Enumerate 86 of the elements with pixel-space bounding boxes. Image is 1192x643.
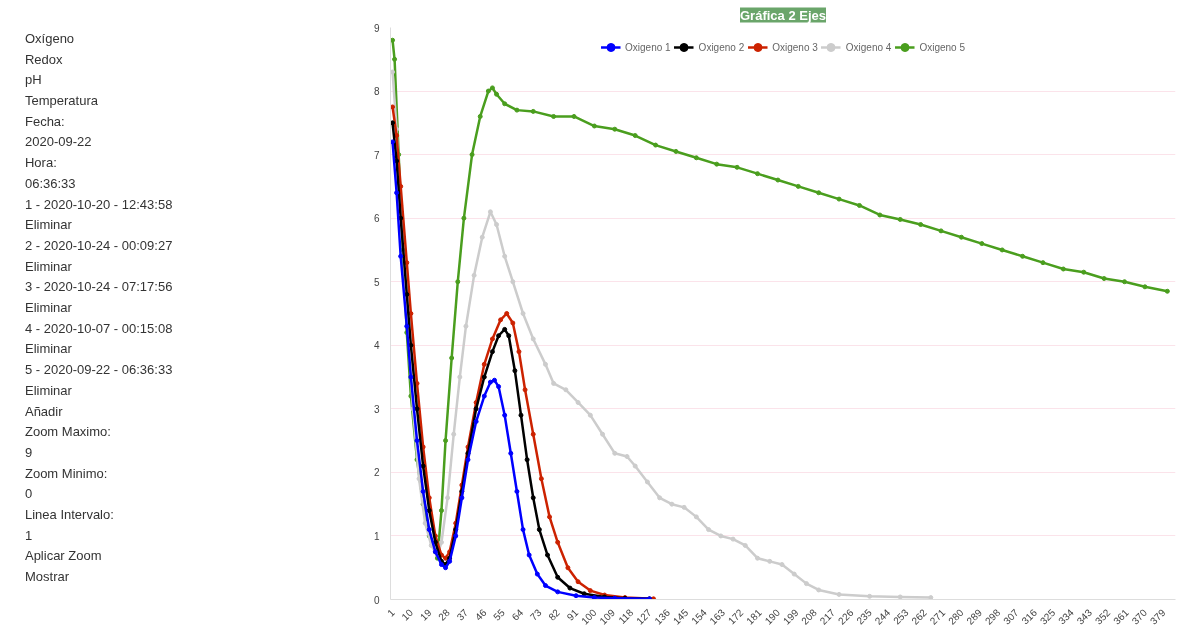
text: Redox (24, 51, 64, 67)
y-tick-label: 0 (373, 594, 380, 606)
x-tick-label: 352 (1092, 606, 1113, 627)
y-tick-label: 4 (373, 340, 380, 352)
x-tick-label: 370 (1129, 606, 1150, 627)
x-tick-label: 262 (909, 606, 930, 627)
y-tick-label: 7 (373, 149, 380, 161)
x-tick-label: 361 (1111, 606, 1132, 627)
text: Eliminar (24, 341, 73, 357)
x-tick-label: 118 (616, 606, 636, 627)
x-tick-label: 235 (854, 606, 875, 627)
text: 4 - 2020-10-07 - 00:15:08 (24, 320, 173, 336)
text: Zoom Maximo: (24, 424, 111, 440)
y-tick-label: 2 (373, 467, 380, 479)
text: 2020-09-22 (24, 134, 92, 150)
text: 5 - 2020-09-22 - 06:36:33 (24, 362, 173, 378)
x-tick-label: 343 (1074, 606, 1095, 627)
x-tick-label: 64 (509, 606, 526, 623)
legend-label: Oxigeno 4 (845, 41, 892, 53)
x-tick-label: 253 (891, 606, 911, 627)
y-tick-label: 8 (373, 86, 380, 98)
x-tick-label: 271 (927, 606, 948, 627)
x-tick-label: 190 (762, 606, 783, 627)
text: Temperatura (24, 93, 99, 108)
x-tick-label: 307 (1001, 606, 1022, 627)
text: Eliminar (24, 382, 73, 398)
x-tick-label: 334 (1056, 606, 1077, 627)
text: 1 - 2020-10-20 - 12:43:58 (24, 196, 173, 212)
x-tick-label: 289 (964, 606, 985, 627)
text: Eliminar (24, 258, 73, 274)
text: 3 - 2020-10-24 - 07:17:56 (24, 279, 173, 295)
text: Añadir (24, 403, 64, 419)
x-tick-label: 10 (399, 606, 416, 623)
x-tick-label: 46 (472, 606, 489, 623)
y-tick-label: 9 (373, 22, 380, 34)
x-tick-label: 136 (652, 606, 673, 627)
x-tick-label: 181 (744, 606, 765, 627)
x-tick-label: 244 (872, 606, 893, 627)
x-tick-label: 19 (417, 606, 434, 623)
y-tick-label: 1 (373, 530, 380, 542)
x-tick-label: 316 (1019, 606, 1040, 627)
x-tick-label: 325 (1037, 606, 1058, 627)
text: 2 - 2020-10-24 - 00:09:27 (24, 237, 173, 253)
x-tick-label: 163 (707, 606, 728, 627)
x-tick-label: 226 (835, 606, 856, 627)
legend-label: Oxigeno 1 (625, 41, 671, 53)
text: Mostrar (24, 569, 70, 585)
y-tick-label: 3 (373, 403, 380, 415)
x-tick-label: 28 (436, 606, 453, 623)
x-tick-label: 199 (780, 606, 801, 627)
text: Eliminar (24, 217, 73, 233)
text: Hora: (24, 155, 57, 171)
text: Oxígeno (24, 30, 75, 46)
text: Aplicar Zoom (24, 548, 102, 564)
x-tick-label: 100 (579, 606, 599, 627)
legend-label: Oxigeno 5 (919, 41, 965, 53)
text: 06:36:33 (24, 175, 76, 191)
x-tick-label: 154 (689, 606, 710, 627)
x-tick-label: 145 (670, 606, 691, 627)
x-tick-label: 109 (597, 606, 618, 627)
x-tick-label: 91 (564, 606, 581, 623)
x-tick-label: 73 (527, 606, 544, 623)
x-tick-label: 1 (385, 606, 398, 619)
y-tick-label: 6 (373, 213, 380, 225)
x-tick-label: 55 (491, 606, 508, 623)
x-tick-label: 379 (1147, 606, 1168, 627)
text: 9 (24, 444, 33, 460)
text: 1 (24, 527, 33, 543)
chart-title: Gráfica 2 Ejes (740, 7, 826, 23)
text: pH (24, 72, 42, 88)
legend-label: Oxigeno 2 (698, 41, 745, 53)
x-tick-label: 298 (982, 606, 1003, 627)
y-tick-label: 5 (373, 276, 380, 288)
text: Fecha: (24, 113, 65, 129)
x-tick-label: 280 (946, 606, 966, 627)
x-tick-label: 172 (725, 606, 746, 627)
text: Linea Intervalo: (24, 507, 114, 523)
x-tick-label: 208 (799, 606, 820, 627)
text: 0 (24, 486, 33, 502)
x-tick-label: 127 (634, 606, 654, 627)
x-tick-label: 82 (546, 606, 563, 623)
x-tick-label: 217 (817, 606, 838, 627)
legend-label: Oxigeno 3 (772, 41, 818, 53)
text: Eliminar (24, 300, 73, 316)
x-tick-label: 37 (454, 606, 471, 623)
text: Zoom Minimo: (24, 465, 108, 481)
